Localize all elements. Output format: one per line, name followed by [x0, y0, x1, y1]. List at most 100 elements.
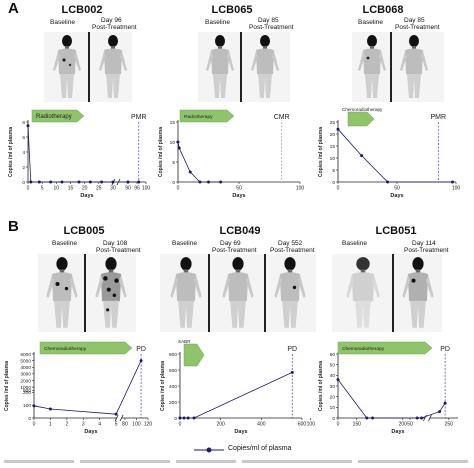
x-tick-label: 400: [257, 422, 266, 428]
data-point: [139, 359, 143, 363]
patient-title-lcb051: LCB051: [375, 225, 417, 237]
x-tick-label: 4: [98, 422, 101, 428]
data-point: [114, 412, 118, 416]
pet-body-figure: [400, 35, 428, 98]
scan-label-followup-note: Post-Treatment: [404, 247, 449, 254]
scan-label-followup-note: Post-Treatment: [92, 24, 137, 31]
y-tick-label: 0: [28, 416, 31, 422]
x-tick-label: 100: [142, 186, 151, 192]
x-tick-label: 95: [134, 186, 140, 192]
y-tick-label: 5: [172, 160, 175, 166]
pet-body-figure: [53, 35, 81, 98]
x-axis-label: Days: [80, 193, 93, 199]
scan-divider: [84, 254, 86, 332]
y-tick-label: 600: [169, 368, 177, 374]
y-tick-label: 500: [23, 388, 31, 394]
y-axis-label: Copies /ml of plasma: [160, 361, 166, 411]
y-tick-label: 200: [23, 390, 31, 396]
x-tick-label: 200: [399, 422, 408, 428]
x-tick-label: 3: [82, 422, 85, 428]
data-point: [360, 154, 364, 158]
y-tick-label: 0: [22, 180, 25, 186]
scan-label-baseline: Baseline: [342, 240, 367, 247]
y-axis-label: Copies /ml of plasma: [318, 361, 324, 411]
patient-title-lcb065: LCB065: [211, 4, 253, 16]
x-tick-label: 0: [177, 186, 180, 192]
x-tick-label: 0: [179, 422, 182, 428]
x-tick-label: 0: [337, 186, 340, 192]
axis-break-mark: [119, 414, 124, 422]
series-line: [180, 372, 293, 419]
series-line: [27, 125, 139, 183]
response-label: PD: [287, 346, 297, 353]
data-point: [207, 180, 210, 184]
y-tick-label: 60: [330, 352, 336, 358]
treatment-arrow: [183, 343, 205, 367]
data-point: [100, 180, 104, 184]
data-point: [178, 416, 182, 420]
x-tick-label: 100: [307, 422, 316, 428]
pet-body-figure: [95, 257, 127, 328]
data-point: [48, 407, 52, 411]
treatment-label: Chemoradiotherapy: [44, 346, 87, 352]
pet-body-figure: [402, 257, 434, 328]
y-tick-label: 1000: [20, 385, 31, 391]
y-tick-label: 2: [22, 165, 25, 171]
x-axis-label: Days: [390, 193, 403, 199]
x-tick-label: 600: [298, 422, 307, 428]
x-axis-label: Days: [84, 429, 97, 435]
data-point: [177, 146, 181, 150]
data-point: [188, 170, 192, 174]
x-tick-label: 80: [122, 422, 128, 428]
data-point: [450, 180, 454, 184]
scan-label-followup-note: Post-Treatment: [249, 24, 294, 31]
data-point: [137, 180, 141, 184]
data-point: [420, 416, 424, 420]
scan-label-followup-day: Day 114: [412, 240, 436, 247]
x-tick-label: 25: [96, 186, 102, 192]
scan-divider: [392, 254, 394, 332]
data-point: [386, 180, 390, 184]
x-tick-label: 20: [82, 186, 88, 192]
treatment-label: Chemoradiotherapy: [342, 107, 383, 112]
series-line: [337, 379, 446, 419]
x-tick-label: 50: [394, 186, 400, 192]
pet-body-figure: [274, 257, 306, 328]
pet-body-figure: [358, 35, 386, 98]
treatment-arrow: [337, 341, 433, 355]
data-point: [415, 416, 419, 420]
data-point: [37, 180, 41, 184]
response-label: PD: [440, 346, 450, 353]
data-point: [336, 378, 340, 382]
y-tick-label: 15: [170, 120, 176, 126]
y-tick-label: 4000: [20, 365, 31, 371]
treatment-label: Radiotherapy: [36, 114, 72, 120]
data-point: [336, 127, 340, 131]
chart-lcb065: 0 5 10 15 0 50 100 Days Copies /ml of plasma Radi…: [158, 109, 304, 199]
patient-title-lcb002: LCB002: [61, 4, 103, 16]
pet-body-figure: [46, 257, 78, 328]
x-tick-label: 2: [65, 422, 68, 428]
data-point: [198, 180, 202, 184]
x-tick-label: 50: [236, 186, 242, 192]
pet-body-figure: [170, 257, 202, 328]
data-point: [365, 416, 369, 420]
data-point: [186, 416, 190, 420]
y-tick-label: 15: [330, 144, 336, 150]
scan-divider: [240, 32, 242, 102]
scan-divider: [88, 32, 90, 102]
scan-label-followup-note: Post-Treatment: [395, 24, 440, 31]
caption-text-line: [4, 460, 74, 463]
x-tick-label: 15: [68, 186, 74, 192]
treatment-label: Radiotherapy: [184, 114, 213, 120]
series-line: [337, 128, 453, 183]
y-tick-label: 0: [174, 416, 177, 422]
x-tick-label: 120: [144, 422, 153, 428]
scan-label-baseline: Baseline: [172, 240, 197, 247]
y-tick-label: 40: [330, 373, 336, 379]
y-tick-label: 25: [330, 120, 336, 126]
data-point: [77, 180, 81, 184]
y-tick-label: 30: [330, 384, 336, 390]
patient-title-lcb005: LCB005: [63, 225, 105, 237]
y-tick-label: 2000: [20, 378, 31, 384]
